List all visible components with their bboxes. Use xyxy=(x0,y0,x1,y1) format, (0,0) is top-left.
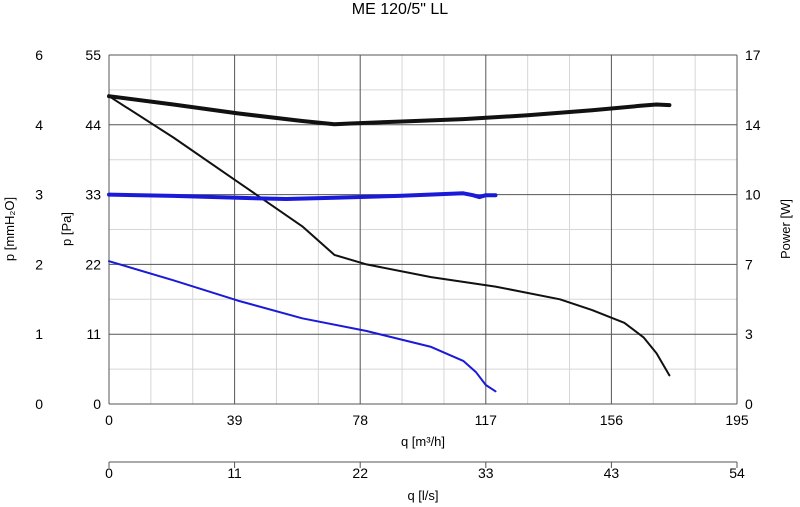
y-tick-label-power: 17 xyxy=(745,47,761,63)
y-tick-label-pa: 33 xyxy=(85,187,101,203)
series-line-3 xyxy=(107,191,498,201)
x2-tick-label: 54 xyxy=(729,465,745,481)
x2-tick-label: 11 xyxy=(227,465,242,481)
y-tick-label-power: 7 xyxy=(745,256,753,272)
y-tick-label-pa: 44 xyxy=(85,117,101,133)
x-tick-label: 195 xyxy=(725,412,749,428)
grid xyxy=(108,54,738,468)
x-tick-label: 156 xyxy=(600,412,624,428)
x2-tick-label: 43 xyxy=(604,465,620,481)
y-tick-label-mmh2o: 4 xyxy=(35,117,43,133)
x-tick-label: 0 xyxy=(105,412,113,428)
x2-tick-label: 33 xyxy=(478,465,494,481)
y-axis-label-power: Power [W] xyxy=(778,199,793,259)
x-tick-label: 78 xyxy=(352,412,368,428)
y-tick-label-pa: 0 xyxy=(93,396,101,412)
y-tick-label-mmh2o: 0 xyxy=(35,396,43,412)
x2-tick-label: 22 xyxy=(352,465,368,481)
y-tick-label-power: 10 xyxy=(745,187,761,203)
y-tick-label-power: 0 xyxy=(745,396,753,412)
x-tick-label: 39 xyxy=(227,412,243,428)
y-axis-label-pa: p [Pa] xyxy=(59,212,74,246)
y-tick-label-mmh2o: 1 xyxy=(35,326,43,342)
curves xyxy=(107,94,672,393)
y-tick-label-pa: 55 xyxy=(85,47,101,63)
x2-tick-label: 0 xyxy=(105,465,113,481)
chart-title: ME 120/5" LL xyxy=(352,1,449,18)
y-tick-label-mmh2o: 3 xyxy=(35,187,43,203)
y-tick-label-pa: 11 xyxy=(86,326,101,342)
y-axis-label-mmh2o: p [mmH₂O] xyxy=(2,197,17,261)
y-tick-label-pa: 22 xyxy=(85,256,101,272)
y-tick-label-power: 3 xyxy=(745,326,753,342)
y-tick-label-mmh2o: 2 xyxy=(35,256,43,272)
y-tick-label-power: 14 xyxy=(745,117,761,133)
series-line-2 xyxy=(108,95,671,377)
y-tick-label-mmh2o: 6 xyxy=(35,47,43,63)
x-axis-label-ls: q [l/s] xyxy=(407,488,438,503)
series-line-1 xyxy=(107,94,672,127)
x-axis-label-m3h: q [m³/h] xyxy=(401,434,445,449)
series-line-4 xyxy=(108,260,497,393)
x-tick-label: 117 xyxy=(475,412,498,428)
